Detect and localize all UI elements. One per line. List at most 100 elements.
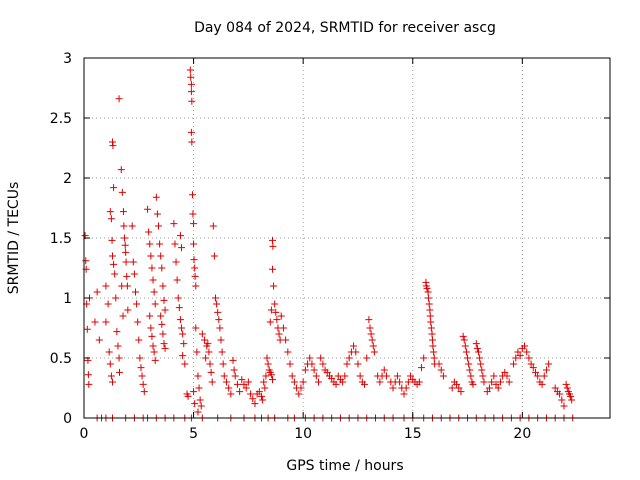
data-point — [521, 342, 529, 350]
x-axis-label: GPS time / hours — [286, 458, 403, 474]
data-point — [123, 272, 131, 280]
data-point — [172, 258, 180, 266]
data-point — [118, 282, 126, 290]
data-point — [192, 324, 200, 332]
data-point — [151, 300, 159, 308]
data-point — [108, 236, 116, 244]
data-point — [312, 372, 320, 380]
data-point — [136, 354, 144, 362]
data-point — [173, 276, 181, 284]
data-point — [156, 240, 164, 248]
data-point — [423, 284, 431, 292]
data-point — [455, 384, 463, 392]
data-point — [121, 241, 129, 249]
data-point — [460, 336, 468, 344]
data-points — [81, 66, 577, 422]
data-point — [160, 296, 168, 304]
data-point — [135, 336, 143, 344]
data-point — [259, 396, 267, 404]
data-point — [191, 272, 199, 280]
data-point — [542, 366, 550, 374]
data-point — [215, 316, 223, 324]
data-point — [83, 325, 91, 333]
data-point — [115, 95, 123, 103]
data-point — [261, 384, 269, 392]
data-point — [404, 378, 412, 386]
data-point — [121, 234, 129, 242]
data-point — [402, 384, 410, 392]
data-point — [490, 372, 498, 380]
data-point — [284, 348, 292, 356]
data-point — [213, 300, 221, 308]
data-point — [356, 372, 364, 380]
data-point — [122, 258, 130, 266]
data-point — [483, 388, 491, 396]
data-point — [424, 288, 432, 296]
data-point — [262, 372, 270, 380]
data-point — [430, 348, 438, 356]
data-point — [160, 340, 168, 348]
y-tick-label: 2.5 — [50, 111, 72, 127]
data-point — [109, 142, 117, 150]
data-point — [332, 380, 340, 388]
data-point — [188, 191, 196, 199]
data-point — [187, 80, 195, 88]
y-axis-label: SRMTID / TECUs — [6, 182, 22, 295]
data-point — [229, 356, 237, 364]
data-point — [198, 330, 206, 338]
data-point — [462, 348, 470, 356]
data-point — [104, 300, 112, 308]
data-point — [428, 330, 436, 338]
data-point — [91, 318, 99, 326]
data-point — [106, 360, 114, 368]
data-point — [204, 340, 212, 348]
data-point — [152, 193, 160, 201]
data-point — [534, 372, 542, 380]
data-point — [350, 342, 358, 350]
data-point — [301, 366, 309, 374]
data-point — [345, 354, 353, 362]
data-point — [439, 372, 447, 380]
data-point — [425, 300, 433, 308]
data-point — [186, 66, 194, 74]
x-tick-label: 15 — [404, 426, 422, 442]
data-point — [155, 222, 163, 230]
data-point — [157, 312, 165, 320]
data-point — [251, 400, 259, 408]
data-point — [170, 220, 178, 228]
data-point — [467, 372, 475, 380]
data-point — [176, 232, 184, 240]
data-point — [174, 294, 182, 302]
data-point — [288, 372, 296, 380]
y-tick-label: 2 — [63, 171, 72, 187]
data-point — [430, 354, 438, 362]
data-point — [138, 372, 146, 380]
data-point — [102, 318, 110, 326]
data-point — [116, 368, 124, 376]
data-point — [538, 380, 546, 388]
data-point — [268, 265, 276, 273]
data-point — [277, 312, 285, 320]
data-point — [427, 324, 435, 332]
data-point — [192, 282, 200, 290]
data-point — [247, 390, 255, 398]
data-point — [540, 372, 548, 380]
data-point — [556, 390, 564, 398]
data-point — [286, 360, 294, 368]
data-point — [110, 184, 118, 192]
data-point — [120, 222, 128, 230]
data-point — [107, 215, 115, 223]
data-point — [157, 252, 165, 260]
data-point — [393, 372, 401, 380]
data-point — [459, 332, 467, 340]
data-point — [448, 384, 456, 392]
data-point — [230, 366, 238, 374]
x-tick-labels: 0 5 10 15 20 — [80, 426, 532, 442]
data-point — [264, 360, 272, 368]
data-point — [236, 388, 244, 396]
data-point — [260, 378, 268, 386]
x-tick-label: 10 — [294, 426, 312, 442]
data-point — [267, 371, 275, 379]
data-point — [370, 348, 378, 356]
data-point — [525, 354, 533, 362]
